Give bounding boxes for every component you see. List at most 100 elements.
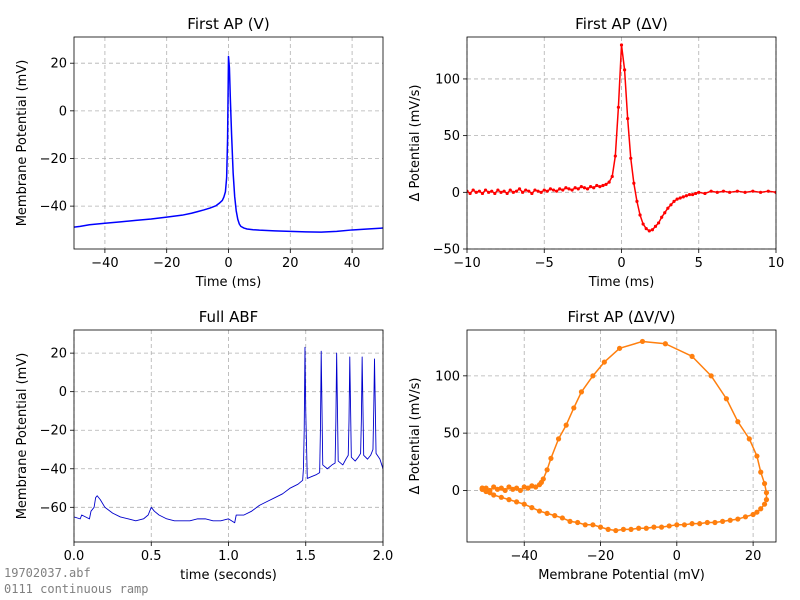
first-ap-phase-ylabel: Δ Potential (mV/s) [408,378,423,495]
first-ap-phase-point-25 [601,359,607,365]
first-ap-dv-point-51 [622,68,627,72]
first-ap-phase-point-21 [563,422,569,428]
first-ap-v-xlabel: Time (ms) [195,275,262,290]
first-ap-dv-point-4 [477,189,481,193]
first-ap-phase-ytick-label-1: 50 [443,427,460,442]
first-ap-phase-point-18 [544,467,550,473]
first-ap-dv-point-45 [604,182,608,186]
first-ap-dv-ytick-label-1: 0 [452,186,460,201]
first-ap-dv-point-34 [570,188,574,192]
first-ap-phase-point-39 [761,501,768,507]
first-ap-dv-point-68 [675,197,679,201]
first-ap-dv-point-11 [499,190,503,194]
first-ap-phase-xlabel: Membrane Potential (mV) [538,568,705,583]
first-ap-dv-point-85 [766,189,770,193]
first-ap-dv-ytick-label-3: 100 [435,72,460,87]
first-ap-phase-point-57 [636,525,642,531]
first-ap-phase-point-12 [525,485,531,491]
full-abf-ylabel: Membrane Potential (mV) [15,353,30,520]
first-ap-dv-point-76 [703,191,707,196]
first-ap-phase-point-48 [704,519,710,526]
first-ap-dv-point-37 [579,185,583,189]
first-ap-dv-point-72 [687,192,692,197]
first-ap-dv-point-38 [582,186,587,190]
first-ap-phase-point-17 [540,476,546,482]
first-ap-phase-point-59 [620,526,627,532]
first-ap-dv-point-66 [669,203,673,207]
first-ap-dv-point-12 [502,189,506,193]
full-abf-xtick-label-2: 1.0 [218,549,239,564]
first-ap-phase-point-31 [723,396,730,402]
first-ap-phase-ytick-label-2: 100 [435,369,460,384]
first-ap-phase-point-76 [491,492,497,498]
first-ap-dv-point-27 [548,187,553,191]
first-ap-dv-point-28 [551,188,556,192]
first-ap-phase-point-53 [666,523,672,529]
full-abf-xtick-label-3: 1.5 [295,549,316,564]
first-ap-dv-point-7 [487,190,491,194]
first-ap-phase-panel: −40 −20 0 20 0 50 100 First AP (ΔV/V) Membrane P… [408,308,777,583]
first-ap-dv-point-35 [573,186,577,190]
first-ap-phase-point-38 [763,497,770,503]
first-ap-dv-point-58 [644,226,648,231]
first-ap-dv-point-25 [542,188,546,192]
first-ap-dv-point-74 [694,191,698,196]
first-ap-v-ylabel: Membrane Potential (mV) [15,60,30,227]
first-ap-dv-point-48 [613,154,617,158]
first-ap-dv-point-18 [521,190,525,194]
first-ap-phase-point-33 [746,436,752,442]
first-ap-dv-xtick-label-3: 5 [695,256,703,271]
first-ap-dv-xlabel: Time (ms) [588,275,655,290]
first-ap-phase-point-49 [697,521,703,527]
full-abf-panel: 0.0 0.5 1.0 1.5 2.0 −60 −40 −20 0 20 Full ABF time … [15,308,393,583]
first-ap-phase-point-36 [761,480,768,487]
first-ap-dv-point-46 [607,180,611,184]
first-ap-phase-point-7 [506,484,512,490]
first-ap-dv-point-39 [585,187,590,191]
footer-protocol: 0111 continuous ramp [4,582,149,596]
first-ap-dv-point-84 [758,190,763,194]
first-ap-phase-point-35 [758,469,764,475]
first-ap-dv-point-29 [555,189,559,193]
first-ap-dv-point-83 [751,189,755,193]
first-ap-dv-point-42 [595,183,599,188]
first-ap-phase-point-24 [590,373,596,379]
first-ap-phase-point-58 [628,526,634,532]
first-ap-phase-xtick-label-1: −20 [587,549,614,564]
first-ap-dv-point-75 [697,190,701,194]
first-ap-phase-point-62 [597,524,604,530]
first-ap-phase-point-5 [498,485,504,491]
full-abf-ytick-label-2: −20 [40,424,67,439]
first-ap-dv-point-57 [641,222,645,226]
first-ap-dv-point-59 [647,229,651,233]
first-ap-dv-xtick-label-2: 0 [617,256,625,271]
first-ap-dv-point-61 [653,224,658,228]
first-ap-dv-point-33 [567,187,571,191]
first-ap-dv-point-44 [601,183,605,188]
first-ap-phase-point-34 [754,453,760,459]
first-ap-dv-xtick-label-0: −10 [453,256,480,271]
full-abf-ytick-label-3: 0 [59,385,67,400]
first-ap-dv-title: First AP (ΔV) [575,15,668,33]
first-ap-phase-point-67 [559,515,565,521]
first-ap-dv-point-77 [709,189,713,193]
first-ap-phase-point-64 [582,522,588,528]
first-ap-dv-point-82 [743,190,747,194]
first-ap-phase-point-44 [735,516,741,522]
first-ap-v-series-line-0 [74,55,383,233]
first-ap-phase-xtick-label-3: 20 [745,549,762,564]
first-ap-dv-point-36 [576,187,580,191]
first-ap-phase-point-61 [605,526,611,532]
first-ap-v-title: First AP (V) [187,15,269,33]
first-ap-phase-point-54 [658,524,665,530]
first-ap-phase-title: First AP (ΔV/V) [568,308,676,326]
first-ap-dv-point-80 [728,190,732,194]
first-ap-phase-point-37 [763,490,770,496]
first-ap-dv-ylabel: Δ Potential (mV/s) [408,85,423,202]
first-ap-dv-point-43 [598,185,602,189]
first-ap-phase-point-14 [533,484,539,490]
first-ap-phase-point-22 [571,405,577,411]
first-ap-dv-point-10 [496,188,500,192]
first-ap-phase-point-46 [719,518,726,524]
